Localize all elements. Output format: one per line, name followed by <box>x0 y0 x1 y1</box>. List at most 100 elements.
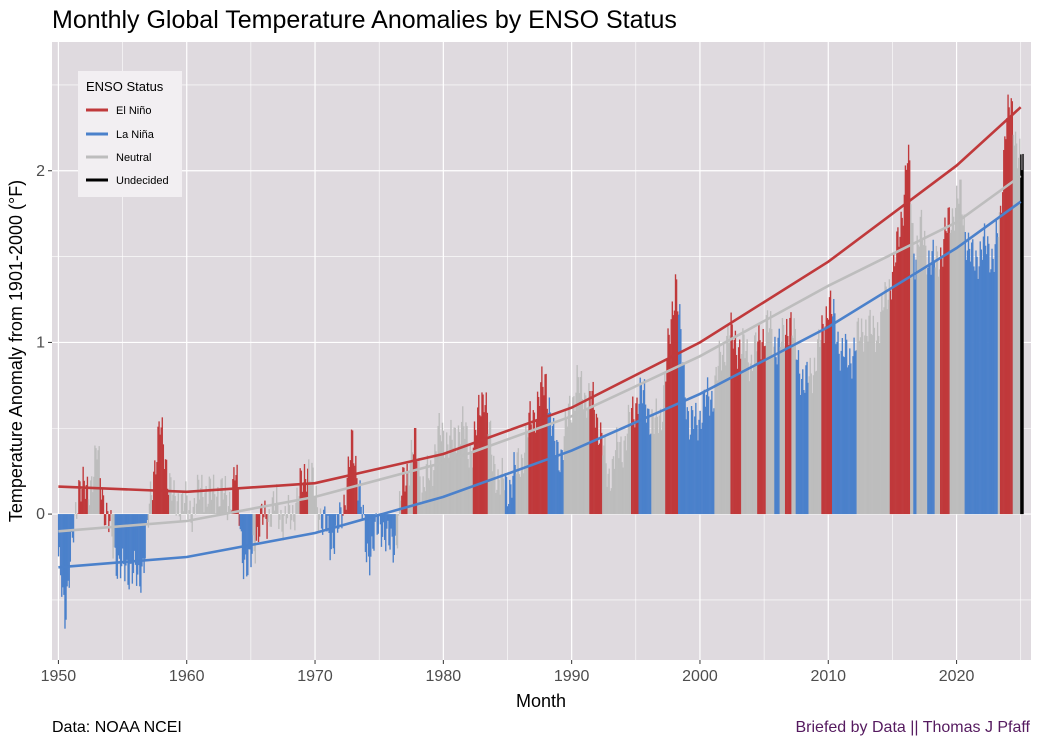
anomaly-bar <box>625 450 628 515</box>
anomaly-bar <box>537 397 540 515</box>
anomaly-bar <box>377 514 379 534</box>
anomaly-bar <box>571 422 573 515</box>
anomaly-bar <box>477 407 479 515</box>
anomaly-bar <box>446 432 448 515</box>
anomaly-bar <box>749 363 752 515</box>
anomaly-bar <box>617 441 619 515</box>
anomaly-bar <box>666 359 668 515</box>
anomaly-bar <box>613 468 616 515</box>
anomaly-bar <box>487 434 490 515</box>
anomaly-bar <box>286 514 289 519</box>
anomaly-bar <box>249 514 251 550</box>
anomaly-bar <box>453 427 455 515</box>
anomaly-bar <box>141 514 143 567</box>
anomaly-bar <box>605 463 607 515</box>
anomaly-bar <box>591 390 593 515</box>
anomaly-bar <box>297 502 299 515</box>
trend-line-la-ni-a <box>58 200 1022 569</box>
anomaly-bar <box>315 485 317 515</box>
anomaly-bar <box>927 267 929 515</box>
anomaly-bar <box>814 371 817 515</box>
anomaly-bar <box>519 476 522 515</box>
x-tick-label: 2000 <box>682 668 718 685</box>
anomaly-bar <box>177 493 180 515</box>
anomaly-bar <box>645 422 648 515</box>
anomaly-bar <box>124 514 126 582</box>
anomaly-bar <box>966 250 969 515</box>
anomaly-bar <box>472 447 475 515</box>
anomaly-bar <box>888 279 891 515</box>
anomaly-bar <box>117 514 120 556</box>
trend-line-el-ni-o <box>58 106 1022 494</box>
anomaly-bar <box>405 485 407 515</box>
anomaly-bar <box>991 248 993 515</box>
anomaly-bar <box>1013 145 1016 515</box>
anomaly-bar <box>1010 98 1012 515</box>
anomaly-bar <box>201 474 203 515</box>
anomaly-bar <box>705 394 708 515</box>
anomaly-bar <box>863 351 865 515</box>
anomaly-bar <box>279 514 281 520</box>
anomaly-bar <box>659 408 662 515</box>
anomaly-bar <box>704 406 707 515</box>
anomaly-bar <box>131 514 134 584</box>
anomaly-bar <box>224 475 227 515</box>
anomaly-bar <box>370 514 372 557</box>
anomaly-bar <box>312 467 314 515</box>
anomaly-bar <box>440 441 443 515</box>
anomaly-bar <box>366 514 369 544</box>
anomaly-bar <box>348 466 351 515</box>
anomaly-bar <box>532 410 534 515</box>
anomaly-bar <box>419 476 421 515</box>
anomaly-bar <box>721 354 724 515</box>
anomaly-bar <box>1014 131 1017 515</box>
anomaly-bar <box>222 499 224 515</box>
anomaly-bar <box>209 478 212 515</box>
anomaly-bar <box>750 354 753 515</box>
anomaly-bar <box>72 514 75 543</box>
anomaly-bar <box>681 363 683 515</box>
anomaly-bar <box>76 514 78 519</box>
anomaly-bar <box>1000 212 1003 515</box>
anomaly-bar <box>119 514 122 579</box>
anomaly-bar <box>270 514 273 527</box>
anomaly-bar <box>1009 115 1011 515</box>
anomaly-bar <box>310 485 312 515</box>
anomaly-bar <box>836 341 838 515</box>
anomaly-bar <box>768 328 771 515</box>
anomaly-bar <box>894 266 896 515</box>
anomaly-bar <box>973 266 975 515</box>
anomaly-bar <box>763 346 765 515</box>
anomaly-bar <box>808 376 810 515</box>
anomaly-bar <box>602 455 604 515</box>
anomaly-bar <box>385 514 387 552</box>
anomaly-bar <box>189 500 191 515</box>
anomaly-bar <box>683 362 685 515</box>
anomaly-bar <box>969 261 972 515</box>
anomaly-bar <box>743 334 745 515</box>
anomaly-bar <box>272 491 275 515</box>
anomaly-bar <box>866 335 868 515</box>
anomaly-bar <box>856 321 858 515</box>
anomaly-bar <box>134 514 137 565</box>
anomaly-bar <box>358 486 360 515</box>
anomaly-bar <box>110 510 112 515</box>
anomaly-bar <box>181 491 184 515</box>
anomaly-bar <box>71 514 74 538</box>
anomaly-bar <box>895 262 897 515</box>
anomaly-bar <box>504 473 507 515</box>
anomaly-bar <box>104 514 107 526</box>
y-tick-label: 0 <box>36 506 45 523</box>
anomaly-bar <box>699 410 701 515</box>
anomaly-bar <box>292 505 294 515</box>
anomaly-bar <box>606 486 608 515</box>
anomaly-bar <box>633 419 635 515</box>
anomaly-bar <box>918 246 920 515</box>
anomaly-bar <box>301 491 304 515</box>
anomaly-bar <box>667 328 669 515</box>
anomaly-bar <box>651 409 653 515</box>
anomaly-bar <box>447 444 449 515</box>
anomaly-bar <box>628 411 631 515</box>
anomaly-bar <box>957 198 959 515</box>
anomaly-bar <box>367 514 370 557</box>
